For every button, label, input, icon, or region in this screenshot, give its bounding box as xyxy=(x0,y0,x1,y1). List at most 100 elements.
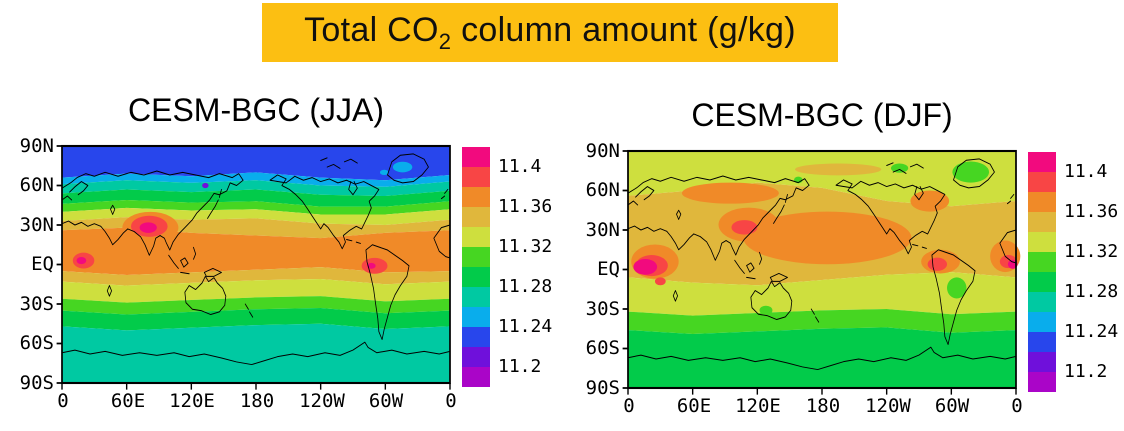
colorbar-jja xyxy=(462,147,490,387)
map-jja xyxy=(55,144,451,391)
north-america-orange-patch xyxy=(910,190,950,212)
colorbar-tick-label: 11.4 xyxy=(1064,161,1108,182)
south-america-red xyxy=(927,257,948,271)
lon-tick-label: 0 xyxy=(57,390,69,412)
lat-tick-label: EQ xyxy=(31,253,54,275)
colorbar-tick-label: 11.2 xyxy=(498,356,542,377)
canada-green-patch xyxy=(890,163,909,173)
colorbar-segment xyxy=(462,367,490,387)
arctic-gold-streak xyxy=(795,163,882,176)
colorbar-tick-label: 11.4 xyxy=(498,156,542,177)
lon-tick-label: 60E xyxy=(110,390,146,412)
colorbar-segment xyxy=(1028,172,1056,192)
lat-tick-label: 90S xyxy=(19,372,54,394)
lon-tick-label: 120W xyxy=(865,395,911,417)
hotspots-jja xyxy=(72,161,413,274)
map-border xyxy=(627,149,1017,390)
co2-subscript: 2 xyxy=(438,28,452,54)
colorbar-tick-label: 11.24 xyxy=(498,316,553,337)
lon-tick-label: 60E xyxy=(676,395,712,417)
figure-title: Total CO2 column amount (g/kg) xyxy=(304,11,796,55)
colorbar-segment xyxy=(462,187,490,207)
colorbar-segment xyxy=(1028,312,1056,332)
okhotsk-violet-spot xyxy=(202,182,209,189)
lat-tick-label: 90S xyxy=(585,377,620,399)
lon-tick-label: 120E xyxy=(169,390,215,412)
lat-tick-label: 60S xyxy=(585,337,620,359)
greenland-green-patch xyxy=(952,161,990,183)
colorbar-segment xyxy=(462,267,490,287)
colorbar-segment xyxy=(1028,332,1056,352)
lat-tick-label: 90N xyxy=(19,135,54,157)
figure-title-prefix: Total CO xyxy=(304,10,439,49)
colorbar-tick-label: 11.28 xyxy=(498,276,553,297)
map-border xyxy=(61,144,451,385)
colorbar-segment xyxy=(1028,352,1056,372)
colorbar-segment xyxy=(462,307,490,327)
colorbar-segment xyxy=(1028,212,1056,232)
colorbar-segment xyxy=(1028,152,1056,172)
panel-title-jja: CESM-BGC (JJA) xyxy=(128,92,384,128)
colorbar-segment xyxy=(462,287,490,307)
colorbar-tick-label: 11.32 xyxy=(498,236,553,257)
lat-tick-label: 30S xyxy=(585,298,620,320)
colorbar-tick-label: 11.28 xyxy=(1064,281,1119,302)
colorbar-segment xyxy=(462,167,490,187)
map-djf xyxy=(621,149,1021,396)
arctic-cyan-patch xyxy=(379,169,389,175)
colorbar-segment xyxy=(1028,252,1056,272)
figure-title-suffix: column amount (g/kg) xyxy=(451,10,796,49)
africa-south-red xyxy=(654,277,666,286)
lat-tick-label: EQ xyxy=(597,258,620,280)
pacific-orange-blob xyxy=(743,211,912,265)
south-america-green-patch xyxy=(947,277,967,299)
lat-tick-label: 30N xyxy=(19,214,54,236)
lon-tick-label: 180 xyxy=(805,395,841,417)
colorbar-segment xyxy=(1028,272,1056,292)
lat-tick-label: 60N xyxy=(585,179,620,201)
colorbar-segment xyxy=(1028,192,1056,212)
lon-tick-label: 0 xyxy=(623,395,635,417)
colorbar-tick-label: 11.2 xyxy=(1064,361,1108,382)
lon-tick-label: 180 xyxy=(239,390,275,412)
hotspot-south-asia-core xyxy=(139,222,157,233)
figure-title-banner: Total CO2 column amount (g/kg) xyxy=(262,3,838,62)
colorbar-segment xyxy=(462,207,490,227)
east-asia-red xyxy=(731,220,758,235)
colorbar-djf xyxy=(1028,152,1056,392)
colorbar-tick-label: 11.36 xyxy=(498,196,553,217)
hotspot-amazon-core xyxy=(367,262,376,269)
colorbar-tick-label: 11.24 xyxy=(1064,321,1119,342)
lon-tick-label: 120E xyxy=(735,395,781,417)
colorbar-tick-label: 11.36 xyxy=(1064,201,1119,222)
colorbar-segment xyxy=(462,147,490,167)
lat-tick-label: 90N xyxy=(585,140,620,162)
africa-magenta-core xyxy=(633,258,658,275)
colorbar-segment xyxy=(462,227,490,247)
panel-djf: CESM-BGC (DJF) xyxy=(566,5,1124,431)
contour-bands-jja xyxy=(62,146,450,383)
colorbar-segment xyxy=(1028,372,1056,392)
contour-bands-djf xyxy=(628,151,1016,388)
lat-tick-label: 30S xyxy=(19,293,54,315)
lat-tick-label: 60N xyxy=(19,174,54,196)
lon-tick-label: 120W xyxy=(299,390,345,412)
panel-jja: CESM-BGC (JJA) xyxy=(19,92,553,412)
lon-tick-label: 0 xyxy=(1011,395,1023,417)
colorbar-tick-label: 11.32 xyxy=(1064,241,1119,262)
greenland-cyan-patch xyxy=(392,161,413,173)
lon-tick-label: 0 xyxy=(445,390,457,412)
panel-title-djf: CESM-BGC (DJF) xyxy=(691,97,953,133)
lat-tick-label: 30N xyxy=(585,219,620,241)
hotspots-djf xyxy=(631,161,1021,315)
colorbar-segment xyxy=(1028,232,1056,252)
lon-tick-label: 60W xyxy=(934,395,970,417)
lon-tick-label: 60W xyxy=(368,390,404,412)
colorbar-segment xyxy=(462,347,490,367)
hotspot-africa-core xyxy=(76,256,87,265)
siberia-orange-patch xyxy=(681,182,779,204)
colorbar-segment xyxy=(1028,292,1056,312)
lat-tick-label: 60S xyxy=(19,332,54,354)
colorbar-segment xyxy=(462,247,490,267)
